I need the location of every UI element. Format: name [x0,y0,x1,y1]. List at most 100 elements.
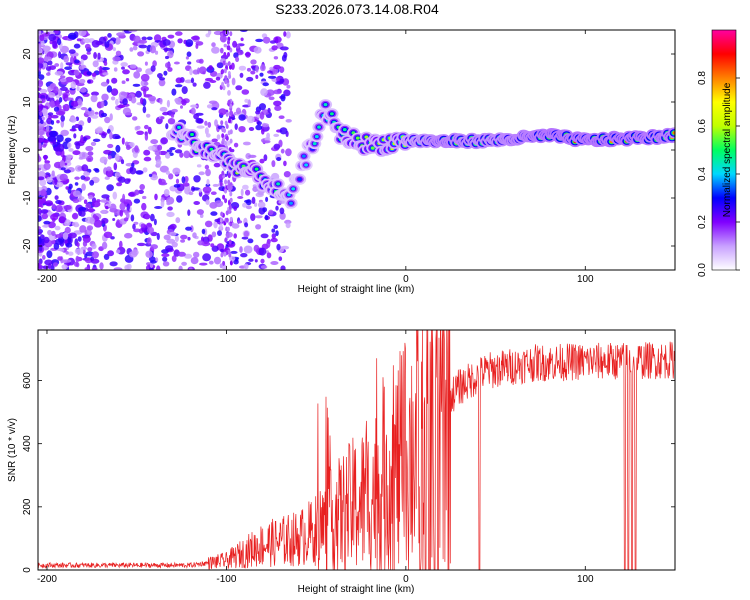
spectrogram-noise-blob [159,106,168,112]
spectrogram-noise-blob [196,125,205,129]
spectrogram-noise-blob [132,223,136,230]
spectrogram-noise-blob [38,258,43,265]
spectrogram-noise-blob [81,164,89,172]
spectrogram-noise-blob [136,130,145,135]
spectrogram-noise-blob [149,267,154,270]
spectrogram-noise-blob [107,155,112,160]
spectrogram-noise-blob [169,231,177,237]
spectrogram-noise-blob [198,66,207,75]
spectrogram-noise-blob [274,105,282,111]
spectrogram-noise-blob [260,258,265,264]
spectrogram-noise-blob [85,203,92,209]
spectrogram-noise-blob [94,111,99,115]
spectrogram-noise-blob [60,62,64,70]
spectrogram-noise-blob [73,133,77,139]
spectrogram-ridge-blob [314,135,319,139]
spectrogram-noise-blob [244,98,249,103]
spectrogram-noise-blob [219,217,223,223]
snr-ylabel: SNR (10 * v/v) [7,418,18,482]
spectrogram-noise-blob [43,220,51,225]
spectrogram-noise-blob [275,80,284,85]
spectrogram-noise-blob [213,220,218,229]
spectrogram-noise-blob [46,72,51,76]
spectrogram-noise-blob [125,144,131,150]
spectrogram-noise-blob [259,103,266,111]
spectrogram-noise-blob [116,182,123,187]
spectrogram-noise-blob [76,242,80,248]
spectrogram-noise-blob [109,261,118,267]
spectrogram-noise-blob [110,96,116,101]
spectrogram-noise-blob [247,238,254,244]
spectrogram-noise-blob [38,208,42,216]
spectrogram-ridge-blob [312,142,317,146]
spectrogram-noise-blob [104,176,110,180]
spectrogram-noise-blob [148,95,157,102]
spectrogram-noise-blob [238,65,247,71]
spectrogram-noise-blob [255,224,262,230]
spectrogram-noise-blob [254,202,258,207]
spectrogram-ridge-blob [355,136,360,140]
spectrogram-noise-blob [72,198,80,203]
spectrogram-noise-blob [79,79,86,84]
spectrogram-noise-blob [47,60,53,66]
spectrogram-noise-blob [51,203,56,210]
spectrogram-noise-blob [140,97,144,105]
spectrogram-noise-blob [106,166,112,172]
spectrogram-noise-blob [43,62,48,68]
spectrogram-noise-blob [142,195,147,200]
spectrogram-noise-blob [115,98,119,106]
spectrogram-noise-blob [39,88,48,94]
spectrogram-noise-blob [90,141,97,146]
spectrogram-noise-blob [179,152,184,158]
spectrogram-ridge-blob [276,182,280,186]
spectrogram-noise-blob [53,262,58,267]
spectrogram-noise-blob [39,178,47,187]
spectrogram-noise-blob [54,205,63,213]
spectrogram-noise-blob [144,133,149,141]
spectrogram-noise-blob [91,243,97,250]
spectrogram-noise-blob [120,91,128,96]
spectrogram-noise-blob [224,140,227,146]
spectrogram-noise-blob [146,36,153,41]
spectrogram-noise-blob [159,98,163,105]
spectrogram-noise-blob [44,160,51,164]
spectrogram-noise-blob [143,156,152,162]
spectrogram-noise-blob [285,31,291,39]
spectrogram-noise-blob [230,202,240,209]
spectrogram-noise-blob [191,35,200,41]
spectrogram-noise-blob [116,219,121,226]
spectrogram-noise-blob [69,116,77,123]
spectrogram-noise-blob [38,97,43,105]
spectrogram-noise-blob [268,75,277,79]
snr-xtick-label: -100 [216,574,236,585]
spectrogram-noise-blob [131,162,135,168]
spectrogram-noise-blob [93,219,103,228]
spectrogram-noise-blob [63,55,69,63]
spectrogram-noise-blob [250,213,256,222]
spectrogram-noise-blob [115,249,121,254]
spectrogram-noise-blob [285,148,292,157]
spectrogram-noise-blob [271,228,276,233]
spectrogram-noise-blob [85,251,94,257]
spectrogram-noise-blob [181,99,187,106]
spectrogram-noise-blob [84,176,91,181]
spectrogram-noise-blob [74,182,79,186]
spectrogram-noise-blob [73,261,79,267]
spectrogram-noise-blob [64,66,72,70]
spectrogram-noise-blob [39,34,45,42]
spectrogram-noise-blob [78,156,84,160]
spectrogram-noise-blob [205,199,210,205]
spectrogram-noise-blob [137,51,145,57]
spectrogram-noise-blob [153,34,162,42]
spectrogram-noise-blob [80,134,84,143]
spectrogram-noise-blob [144,124,149,130]
spectrogram-noise-blob [227,39,230,45]
spectrogram-noise-blob [153,218,157,226]
spectrogram-noise-blob [210,211,218,216]
spectrogram-noise-blob [38,244,43,252]
spectrogram-noise-blob [54,71,64,76]
spectrogram-noise-blob [266,241,271,248]
spectrogram-noise-blob [70,100,79,107]
spectrogram-noise-blob [140,223,147,229]
